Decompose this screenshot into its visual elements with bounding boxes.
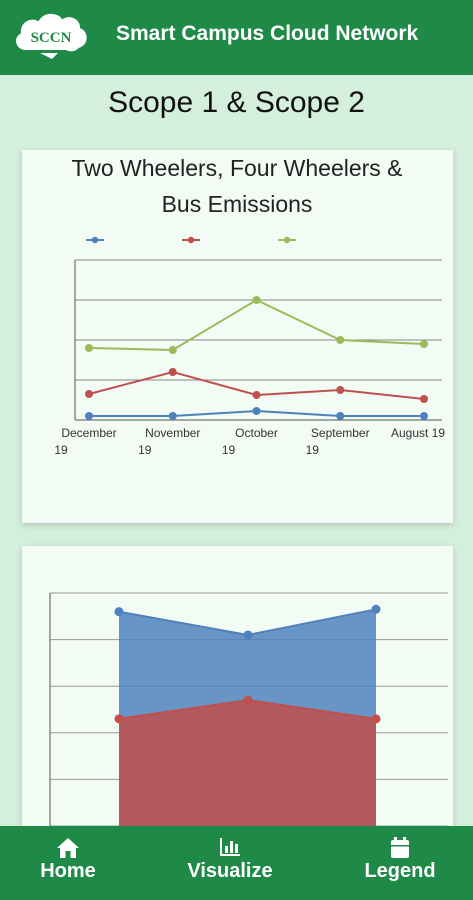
data-point xyxy=(336,336,345,344)
data-point xyxy=(420,340,428,348)
data-point xyxy=(336,386,345,394)
app-header: SCCN Smart Campus Cloud Network xyxy=(0,0,473,75)
sccn-logo: SCCN xyxy=(16,13,87,59)
chart-title-line-1: Two Wheelers, Four Wheelers & xyxy=(71,155,402,181)
data-point xyxy=(420,395,428,403)
data-point xyxy=(168,346,177,354)
data-point xyxy=(243,630,253,640)
x-tick-label: November 19 xyxy=(138,426,200,457)
calendar-icon xyxy=(391,837,409,858)
vehicle-emissions-chart: Two Wheelers, Four Wheelers & Bus Emissio… xyxy=(54,155,445,457)
nav-visualize[interactable]: Visualize xyxy=(176,826,284,900)
data-point xyxy=(85,344,93,352)
bottom-navigation: Home Visualize Legend xyxy=(0,826,473,900)
data-point xyxy=(168,368,177,376)
app-title: Smart Campus Cloud Network xyxy=(116,22,419,45)
area-fill-2 xyxy=(119,700,376,826)
data-point xyxy=(168,412,177,420)
data-point xyxy=(252,391,261,399)
data-point xyxy=(252,407,261,415)
logo-text: SCCN xyxy=(31,30,72,46)
data-point xyxy=(85,412,93,420)
data-point xyxy=(371,604,381,614)
nav-home-label: Home xyxy=(40,860,96,882)
x-tick-label: October 19 xyxy=(222,426,278,457)
data-point xyxy=(114,714,124,724)
series-line-3 xyxy=(88,298,425,352)
data-point xyxy=(420,412,428,420)
data-point xyxy=(336,412,345,420)
data-point xyxy=(371,714,381,724)
bar-chart-icon xyxy=(220,838,240,856)
nav-visualize-label: Visualize xyxy=(187,860,273,882)
electricity-emissions-card xyxy=(22,546,453,846)
data-point xyxy=(243,695,253,705)
data-point xyxy=(85,390,93,398)
data-point xyxy=(252,296,261,304)
x-tick-label: September 19 xyxy=(306,426,370,457)
legend-marker xyxy=(187,236,195,244)
home-icon xyxy=(57,838,79,858)
nav-home[interactable]: Home xyxy=(24,826,112,900)
x-tick-label: August 19 xyxy=(391,426,445,440)
nav-legend[interactable]: Legend xyxy=(356,826,444,900)
chart-title-line-2: Bus Emissions xyxy=(162,191,313,217)
vehicle-emissions-card: Two Wheelers, Four Wheelers & Bus Emissio… xyxy=(22,150,453,523)
x-tick-label: December 19 xyxy=(54,426,116,457)
legend-marker xyxy=(91,236,99,244)
nav-legend-label: Legend xyxy=(364,860,436,882)
data-point xyxy=(114,607,124,617)
electricity-emissions-chart xyxy=(49,592,448,827)
page-title: Scope 1 & Scope 2 xyxy=(108,86,365,119)
legend-marker xyxy=(283,236,291,244)
